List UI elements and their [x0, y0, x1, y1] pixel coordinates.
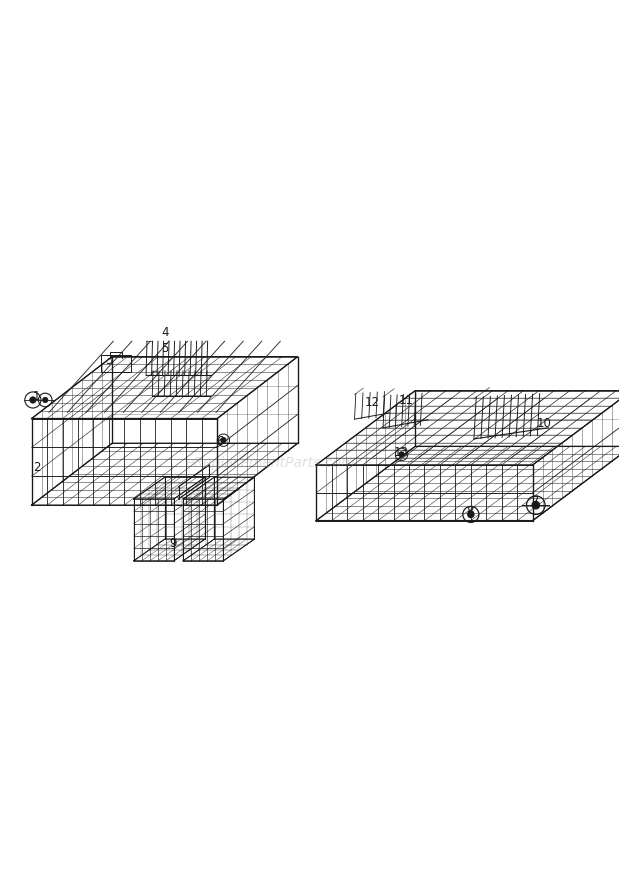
Circle shape [467, 512, 474, 518]
Text: 13: 13 [394, 445, 409, 458]
Text: 2: 2 [33, 461, 40, 473]
Text: 5: 5 [161, 342, 168, 355]
Circle shape [43, 398, 48, 403]
Text: 11: 11 [399, 394, 414, 407]
Text: 7: 7 [532, 494, 539, 507]
Text: 10: 10 [536, 417, 551, 430]
Text: eReplacementParts.com: eReplacementParts.com [185, 455, 355, 469]
Text: 8: 8 [466, 504, 473, 517]
Text: 3: 3 [105, 354, 113, 367]
Text: 6: 6 [216, 434, 224, 448]
Text: 4: 4 [161, 326, 169, 339]
Circle shape [221, 438, 226, 443]
Text: 9: 9 [169, 536, 177, 549]
Circle shape [532, 502, 539, 509]
FancyBboxPatch shape [101, 356, 131, 372]
Circle shape [399, 453, 404, 457]
Text: 1: 1 [33, 389, 40, 402]
Circle shape [30, 397, 36, 404]
Text: 12: 12 [365, 396, 379, 408]
